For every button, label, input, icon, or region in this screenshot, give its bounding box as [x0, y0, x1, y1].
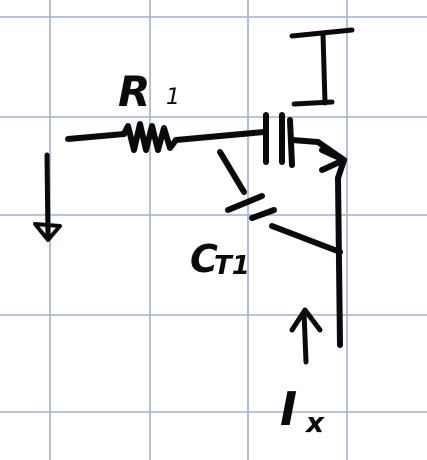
capacitor-subscript: T1 — [214, 251, 250, 281]
transistor-label: T — [338, 102, 340, 104]
resistor-subscript: 1 — [166, 85, 180, 110]
resistor-r1 — [65, 121, 267, 153]
current-arrow-ix — [289, 307, 323, 365]
transistor-channel — [287, 117, 347, 348]
resistor-label: R — [118, 67, 150, 116]
current-subscript: x — [304, 406, 325, 439]
transistor-gate — [263, 112, 285, 165]
current-label: I — [280, 382, 297, 436]
capacitor-label: C — [190, 237, 218, 281]
capacitor-ct1 — [217, 149, 343, 255]
ground-arrow — [33, 152, 62, 242]
transistor-label-shape — [289, 27, 355, 107]
